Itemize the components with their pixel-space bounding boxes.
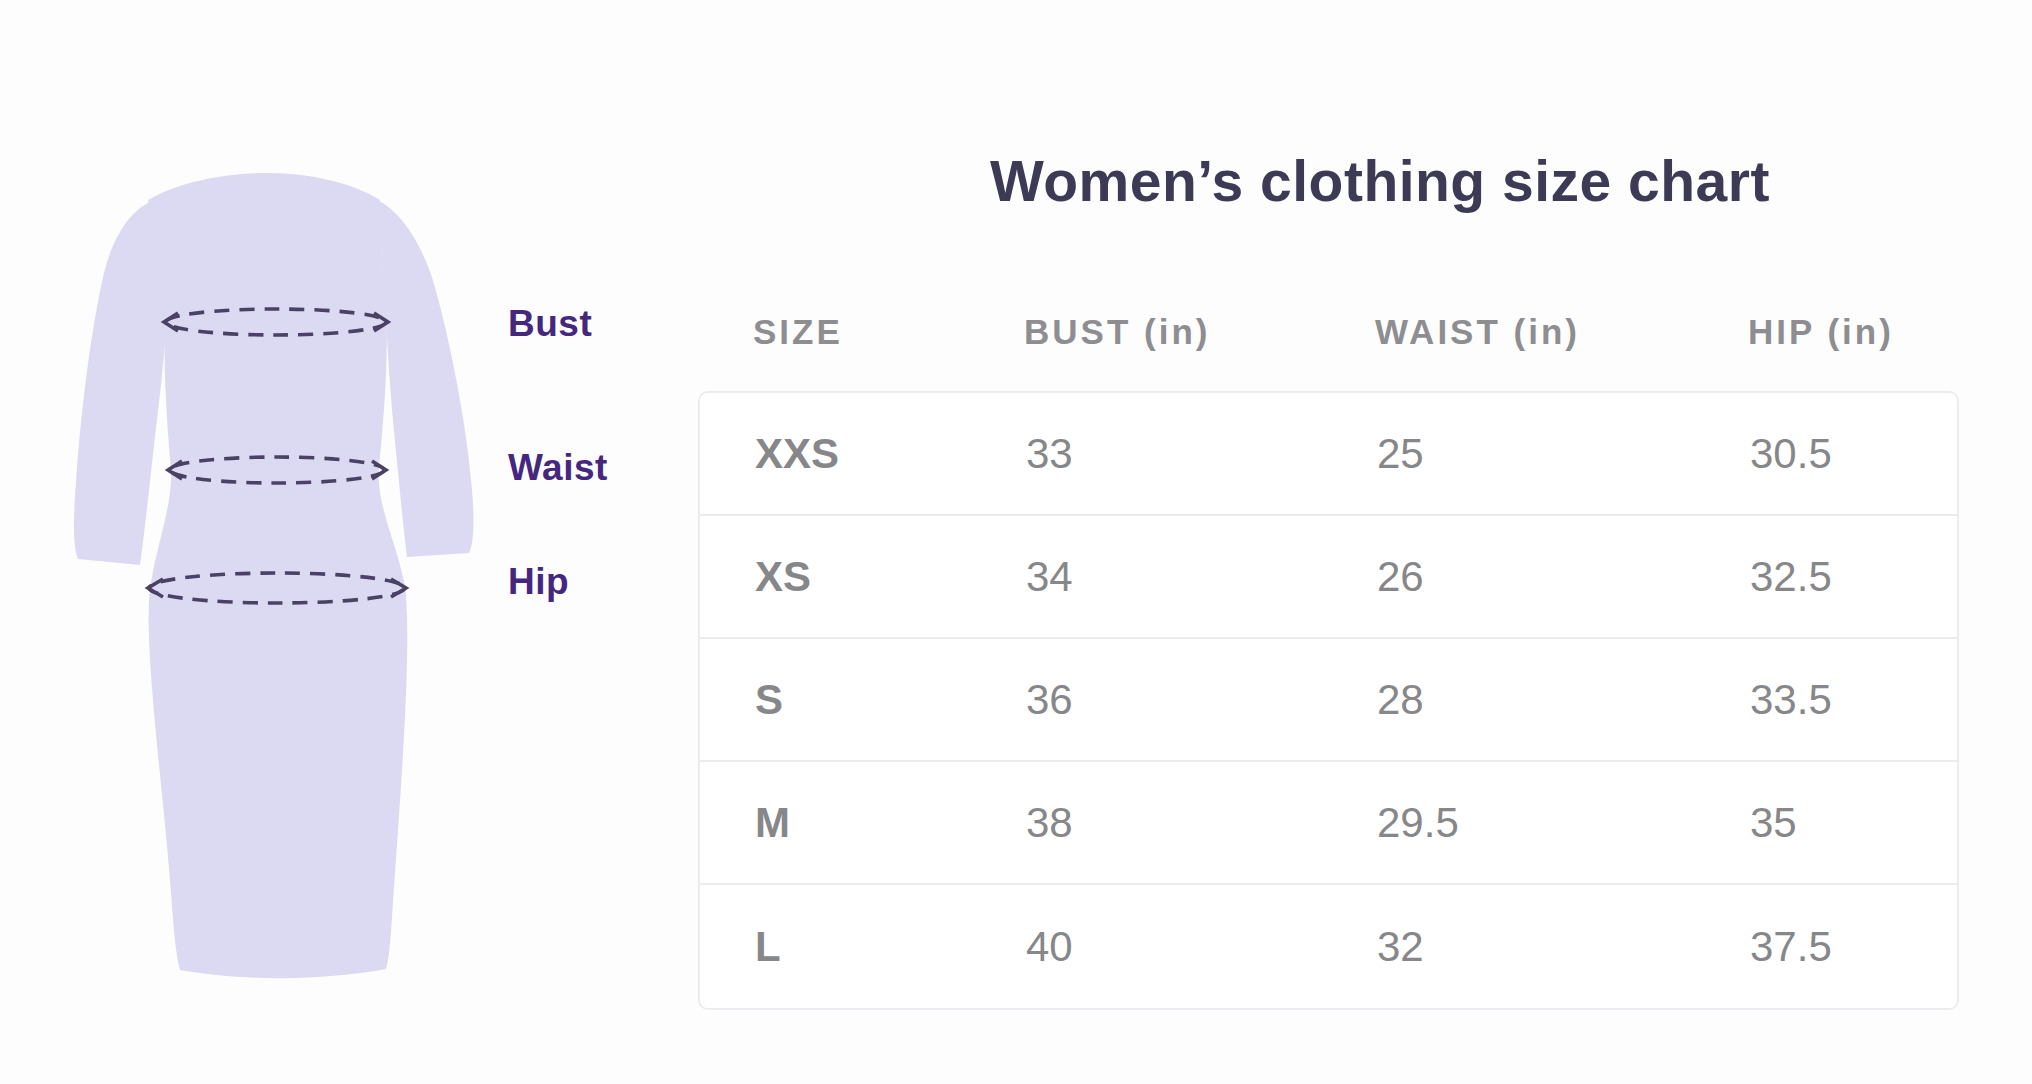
- bust-cell: 36: [1026, 676, 1377, 724]
- bust-cell: 38: [1026, 799, 1377, 847]
- size-cell: M: [755, 799, 1026, 847]
- dress-right-sleeve-shape: [378, 200, 473, 557]
- page-title: Women’s clothing size chart: [760, 148, 2000, 214]
- waist-cell: 32: [1377, 923, 1750, 971]
- size-cell: L: [755, 923, 1026, 971]
- table-body: XXS 33 25 30.5 XS 34 26 32.5 S 36 28 33.…: [698, 391, 1959, 1010]
- table-row-s: S 36 28 33.5: [700, 639, 1957, 762]
- column-header-waist: WAIST (in): [1375, 312, 1748, 352]
- table-header-row: SIZE BUST (in) WAIST (in) HIP (in): [698, 312, 1959, 352]
- hip-cell: 37.5: [1750, 923, 1957, 971]
- table-row-m: M 38 29.5 35: [700, 762, 1957, 885]
- waist-cell: 29.5: [1377, 799, 1750, 847]
- size-cell: XXS: [755, 430, 1026, 478]
- hip-cell: 35: [1750, 799, 1957, 847]
- waist-cell: 28: [1377, 676, 1750, 724]
- column-header-size: SIZE: [753, 312, 1024, 352]
- hip-cell: 32.5: [1750, 553, 1957, 601]
- waist-cell: 25: [1377, 430, 1750, 478]
- waist-label: Waist: [508, 447, 608, 489]
- table-row-l: L 40 32 37.5: [700, 885, 1957, 1008]
- bust-cell: 40: [1026, 923, 1377, 971]
- table-row-xs: XS 34 26 32.5: [700, 516, 1957, 639]
- size-chart-page: { "title": "Women\u2019s clothing size c…: [0, 0, 2032, 1084]
- table-row-xxs: XXS 33 25 30.5: [700, 393, 1957, 516]
- size-cell: XS: [755, 553, 1026, 601]
- hip-label: Hip: [508, 561, 569, 603]
- hip-cell: 30.5: [1750, 430, 1957, 478]
- dress-illustration: [0, 0, 520, 1084]
- bust-cell: 34: [1026, 553, 1377, 601]
- column-header-hip: HIP (in): [1748, 312, 1959, 352]
- hip-cell: 33.5: [1750, 676, 1957, 724]
- waist-cell: 26: [1377, 553, 1750, 601]
- dress-left-sleeve-shape: [74, 202, 168, 565]
- bust-cell: 33: [1026, 430, 1377, 478]
- column-header-bust: BUST (in): [1024, 312, 1375, 352]
- bust-label: Bust: [508, 303, 592, 345]
- size-cell: S: [755, 676, 1026, 724]
